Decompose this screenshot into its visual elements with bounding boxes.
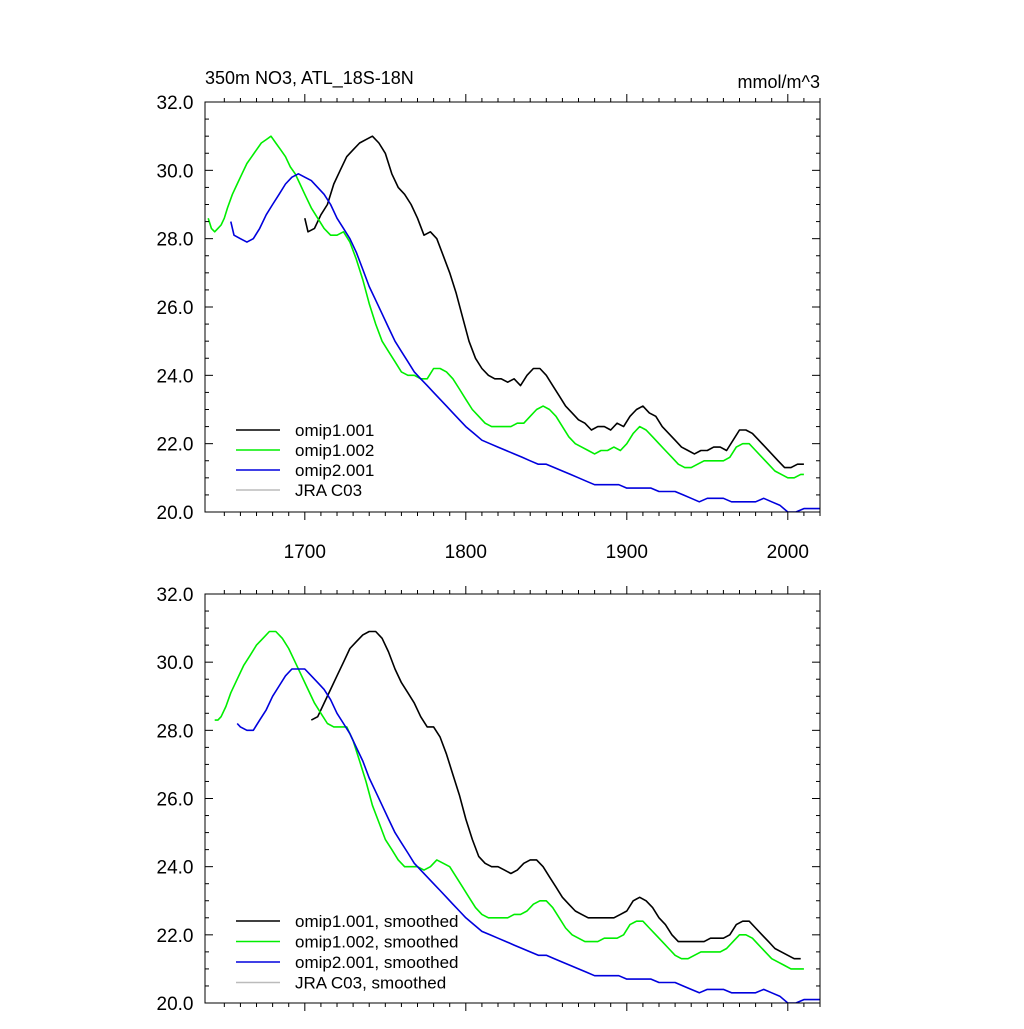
y-tick-label: 30.0	[157, 161, 194, 182]
series-line-1	[304, 135, 804, 469]
y-tick-label: 26.0	[157, 790, 194, 811]
y-tick-label: 32.0	[157, 585, 194, 606]
x-tick-label: 2000	[767, 542, 809, 563]
y-tick-label: 22.0	[157, 435, 194, 456]
series-line-1	[310, 630, 801, 960]
y-tick-label: 20.0	[157, 503, 194, 524]
top-panel-units: mmol/m^3	[738, 72, 820, 92]
x-tick-label: 1800	[445, 542, 487, 563]
series-line-2	[207, 135, 804, 479]
legend-label: omip1.001, smoothed	[295, 912, 459, 931]
x-tick-label: 1700	[284, 542, 326, 563]
y-tick-label: 24.0	[157, 858, 194, 879]
legend-label: JRA C03	[295, 481, 362, 500]
series-line-2	[214, 630, 804, 970]
legend-label: omip2.001	[295, 461, 374, 480]
legend-label: omip1.002	[295, 441, 374, 460]
series-line-3	[230, 173, 820, 512]
legend-label: JRA C03, smoothed	[295, 974, 446, 993]
y-tick-label: 32.0	[157, 93, 194, 114]
series-group	[207, 135, 820, 512]
y-tick-label: 26.0	[157, 298, 194, 319]
legend: omip1.001, smoothed omip1.002, smoothedom…	[236, 912, 459, 993]
series-group	[214, 630, 820, 1003]
x-tick-label: 1900	[606, 542, 648, 563]
top-panel: 350m NO3, ATL_18S-18N mmol/m^3 20.0 22.0 2…	[157, 68, 821, 563]
bottom-panel: 20.0 22.0 24.0 26.0 28.0 30.0 32.0 omip1.001, s…	[157, 585, 821, 1015]
legend-label: omip1.002, smoothed	[295, 933, 459, 952]
y-tick-label: 30.0	[157, 653, 194, 674]
y-tick-label: 28.0	[157, 721, 194, 742]
legend-label: omip2.001, smoothed	[295, 953, 459, 972]
series-line-3	[236, 668, 820, 1003]
legend-label: omip1.001	[295, 421, 374, 440]
y-tick-label: 22.0	[157, 926, 194, 947]
y-tick-label: 24.0	[157, 366, 194, 387]
y-tick-label: 28.0	[157, 230, 194, 251]
y-tick-label: 20.0	[157, 994, 194, 1015]
top-panel-title: 350m NO3, ATL_18S-18N	[205, 68, 414, 89]
